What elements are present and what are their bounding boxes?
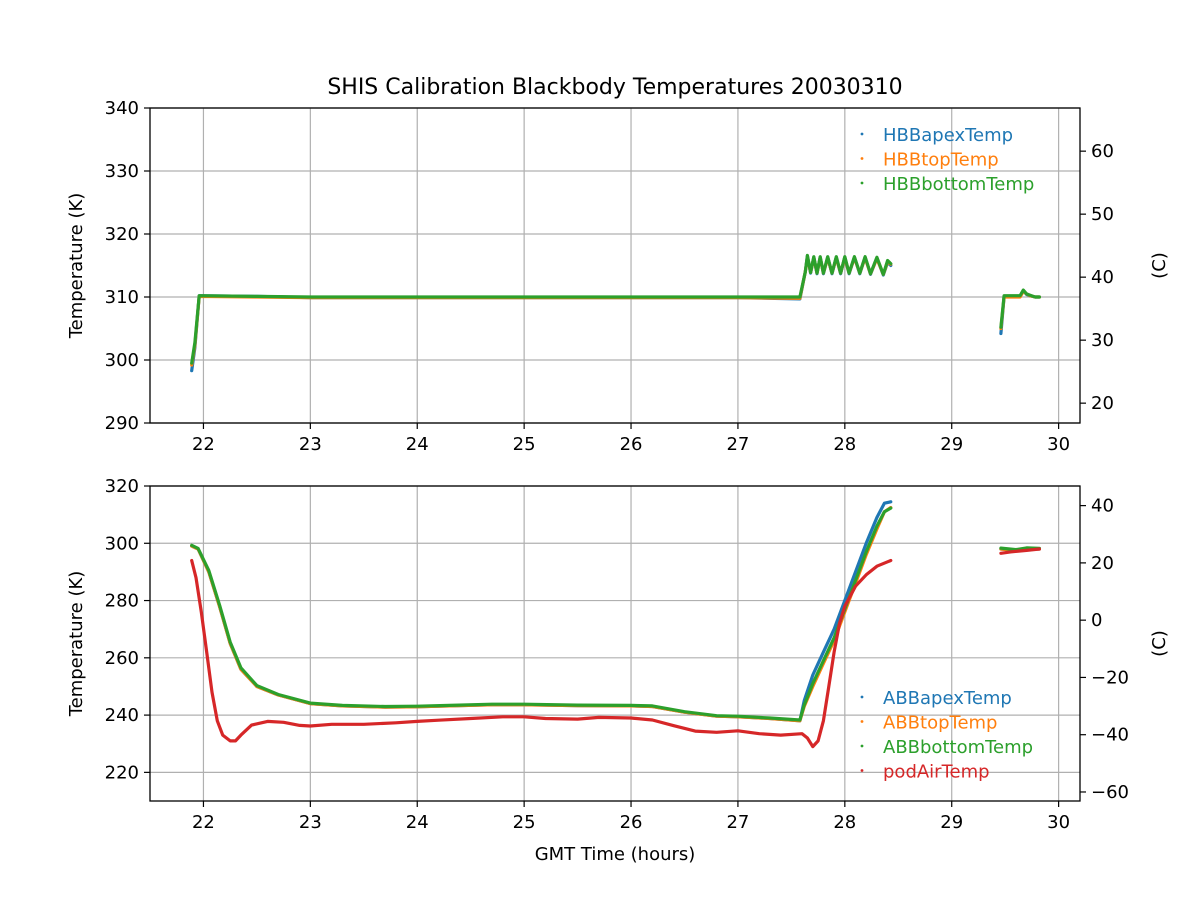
legend-marker [860,181,864,185]
series-line-podAirTemp [190,558,893,749]
series-line-HBBbottomTemp [999,288,1042,329]
y-right-tick-label: 40 [1091,496,1114,517]
legend-label: ABBapexTemp [883,688,1012,709]
legend-marker [860,744,864,748]
y-right-tick-label: 0 [1091,610,1102,631]
legend-marker [860,157,864,160]
x-tick-label: 22 [192,812,215,833]
y-axis-label: Temperature (K) [66,571,87,718]
legend-marker [860,132,864,136]
top-panel: 22 23 24 25 26 27 28 29 30 290 300 310 320 330 340 20 30… [66,98,1170,455]
x-tick-label: 28 [833,434,856,455]
y-right-tick-label: 20 [1091,393,1114,414]
y-right-axis-label: (C) [1149,630,1170,657]
x-tick-label: 25 [513,434,536,455]
x-tick-label: 23 [299,434,322,455]
y-tick-label: 340 [105,98,139,119]
y-tick-label: 260 [105,648,139,669]
x-tick-label: 27 [726,812,749,833]
y-tick-label: 240 [105,705,139,726]
y-tick-label: 320 [105,224,139,245]
x-axis-label: GMT Time (hours) [535,844,696,865]
x-tick-label: 29 [940,812,963,833]
legend-marker [860,695,864,699]
y-right-axis-label: (C) [1149,252,1170,279]
y-tick-label: 310 [105,287,139,308]
y-right-tick-label: 60 [1091,141,1114,162]
y-tick-label: 220 [105,762,139,783]
legend-label: podAirTemp [883,762,990,783]
y-right-tick-label: 40 [1091,267,1114,288]
x-tick-label: 26 [620,812,643,833]
legend-label: HBBtopTemp [883,150,999,171]
plot-frame [149,107,1081,424]
y-tick-label: 300 [105,350,139,371]
legend-label: ABBbottomTemp [883,737,1033,758]
series-line-podAirTemp [999,547,1042,555]
x-tick-label: 23 [299,812,322,833]
legend-label: HBBapexTemp [883,125,1013,146]
y-tick-label: 280 [105,591,139,612]
y-right-tick-label: −20 [1091,667,1129,688]
y-right-tick-label: −60 [1091,782,1129,803]
x-tick-label: 29 [940,434,963,455]
x-tick-label: 28 [833,812,856,833]
x-tick-label: 25 [513,812,536,833]
x-tick-label: 30 [1047,434,1070,455]
y-right-tick-label: −40 [1091,725,1129,746]
legend-marker [860,769,864,772]
y-tick-label: 300 [105,533,139,554]
y-right-tick-label: 30 [1091,330,1114,351]
y-axis-label: Temperature (K) [66,193,87,340]
x-tick-label: 24 [406,812,429,833]
figure-title: SHIS Calibration Blackbody Temperatures … [327,75,902,100]
x-tick-label: 30 [1047,812,1070,833]
y-tick-label: 290 [105,413,139,434]
x-tick-label: 24 [406,434,429,455]
legend-marker [860,720,864,723]
y-tick-label: 330 [105,161,139,182]
plot-frame [149,485,1081,802]
y-right-tick-label: 50 [1091,204,1114,225]
x-tick-label: 22 [192,434,215,455]
y-tick-label: 320 [105,476,139,497]
x-tick-label: 26 [620,434,643,455]
series-line-HBBbottomTemp [190,253,893,365]
x-tick-label: 27 [726,434,749,455]
legend-label: HBBbottomTemp [883,174,1034,195]
legend-label: ABBtopTemp [883,713,997,734]
y-right-tick-label: 20 [1091,553,1114,574]
bottom-panel: 22 23 24 25 26 27 28 29 30 220 240 260 280 300 320 −60 −… [66,476,1170,833]
